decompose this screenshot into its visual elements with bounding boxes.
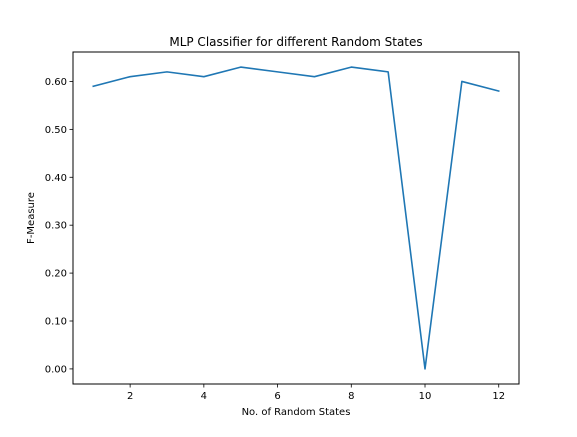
x-tick-label: 10: [419, 391, 432, 402]
x-axis-label: No. of Random States: [242, 407, 351, 418]
y-tick-label: 0.00: [45, 364, 67, 375]
x-tick-label: 6: [274, 391, 280, 402]
x-tick-label: 12: [492, 391, 505, 402]
x-tick-label: 4: [201, 391, 207, 402]
y-tick-label: 0.30: [45, 221, 67, 232]
y-axis-label: F-Measure: [26, 192, 37, 244]
x-axis-ticks: 2 4 6 8 10 12: [127, 384, 505, 402]
series-line: [93, 67, 498, 369]
y-tick-label: 0.10: [45, 317, 67, 328]
y-axis-ticks: 0.00 0.10 0.20 0.30 0.40 0.50 0.60: [45, 77, 73, 375]
y-tick-label: 0.50: [45, 125, 67, 136]
y-tick-label: 0.40: [45, 173, 67, 184]
y-tick-label: 0.60: [45, 77, 67, 88]
series-layer: [93, 67, 498, 369]
x-tick-label: 2: [127, 391, 133, 402]
chart-title: MLP Classifier for different Random Stat…: [169, 35, 422, 49]
x-tick-label: 8: [348, 391, 354, 402]
y-tick-label: 0.20: [45, 269, 67, 280]
plot-area-frame: [73, 52, 519, 384]
